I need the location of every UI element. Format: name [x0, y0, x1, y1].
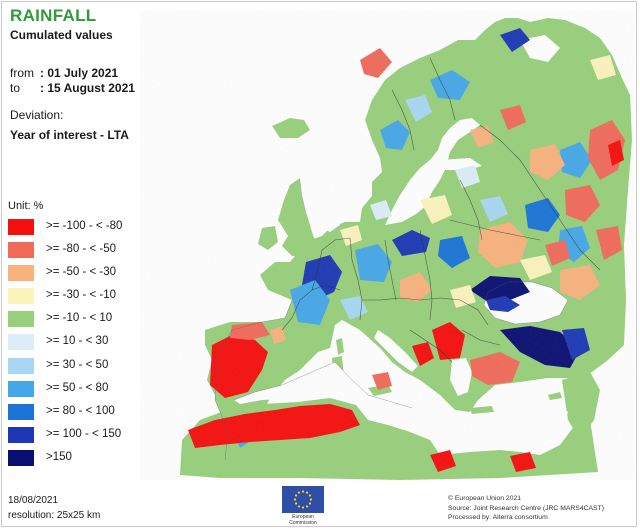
credit-copyright: © European Union 2021: [448, 495, 522, 502]
legend-label: >= 50 - < 80: [46, 381, 109, 394]
eu-star: [293, 498, 297, 501]
legend-label: >= -100 - < -80: [46, 220, 123, 232]
legend-label: >= -80 - < -50: [46, 243, 116, 256]
legend-swatch: [8, 426, 34, 443]
credits: © European Union 2021 Source: Joint Rese…: [448, 494, 604, 523]
eu-star: [294, 494, 298, 497]
legend-swatch: [8, 380, 34, 397]
eu-star: [294, 502, 298, 505]
eu-star: [308, 502, 312, 505]
period-from-label: from: [10, 66, 34, 80]
resolution: resolution: 25x25 km: [8, 510, 101, 521]
legend-label: >= 100 - < 150: [46, 427, 122, 440]
legend-swatch: [8, 449, 34, 466]
legend-label: >= 80 - < 100: [46, 404, 115, 417]
legend-swatch: [8, 357, 34, 374]
issue-date: 18/08/2021: [8, 495, 59, 506]
deviation-label: Deviation:: [10, 108, 64, 122]
period-to-value: : 15 August 2021: [40, 81, 135, 95]
eu-star: [301, 490, 305, 493]
eu-star: [297, 505, 301, 508]
legend-label: >= -10 - < 10: [46, 312, 113, 325]
eu-caption: European Commission: [289, 514, 317, 526]
eu-star: [308, 494, 312, 497]
eu-star: [301, 506, 305, 509]
map-title: RAINFALL: [10, 6, 97, 25]
period-from: from : 01 July 2021: [10, 66, 118, 80]
legend-swatch: [8, 311, 34, 328]
legend-swatch: [8, 219, 34, 235]
eu-star: [309, 498, 313, 501]
legend-swatch: [8, 288, 34, 305]
eu-stars-icon: [293, 490, 313, 509]
country-borders: [281, 57, 601, 363]
period-to-label: to: [10, 81, 21, 95]
coastline: [214, 281, 569, 461]
map-subtitle: Cumulated values: [10, 28, 113, 42]
legend-label: >150: [46, 450, 72, 463]
eu-star: [305, 491, 309, 494]
legend-label: >= -30 - < -10: [46, 289, 116, 302]
eu-flag: [282, 486, 324, 513]
legend-swatch: [8, 242, 34, 259]
unit-label: Unit: %: [8, 200, 44, 212]
legend-label: >= -50 - < -30: [46, 266, 116, 279]
credit-processed: Processed by: Alterra consortium: [448, 514, 548, 522]
legend-label: >= 10 - < 30: [46, 335, 109, 348]
legend-swatch: [8, 265, 34, 282]
credit-source: Source: Joint Research Centre (JRC MARS4…: [448, 504, 604, 512]
period-to: to : 15 August 2021: [10, 81, 135, 95]
european-commission-logo: European Commission: [282, 486, 324, 526]
eu-star: [305, 505, 309, 508]
texture-overlay: [140, 10, 635, 480]
legend-label: >= 30 - < 50: [46, 358, 109, 371]
legend-swatch: [8, 334, 34, 351]
eu-star: [297, 491, 301, 494]
deviation-value: Year of interest - LTA: [10, 128, 129, 142]
period-from-value: : 01 July 2021: [40, 66, 119, 80]
legend-swatch: [8, 403, 34, 420]
